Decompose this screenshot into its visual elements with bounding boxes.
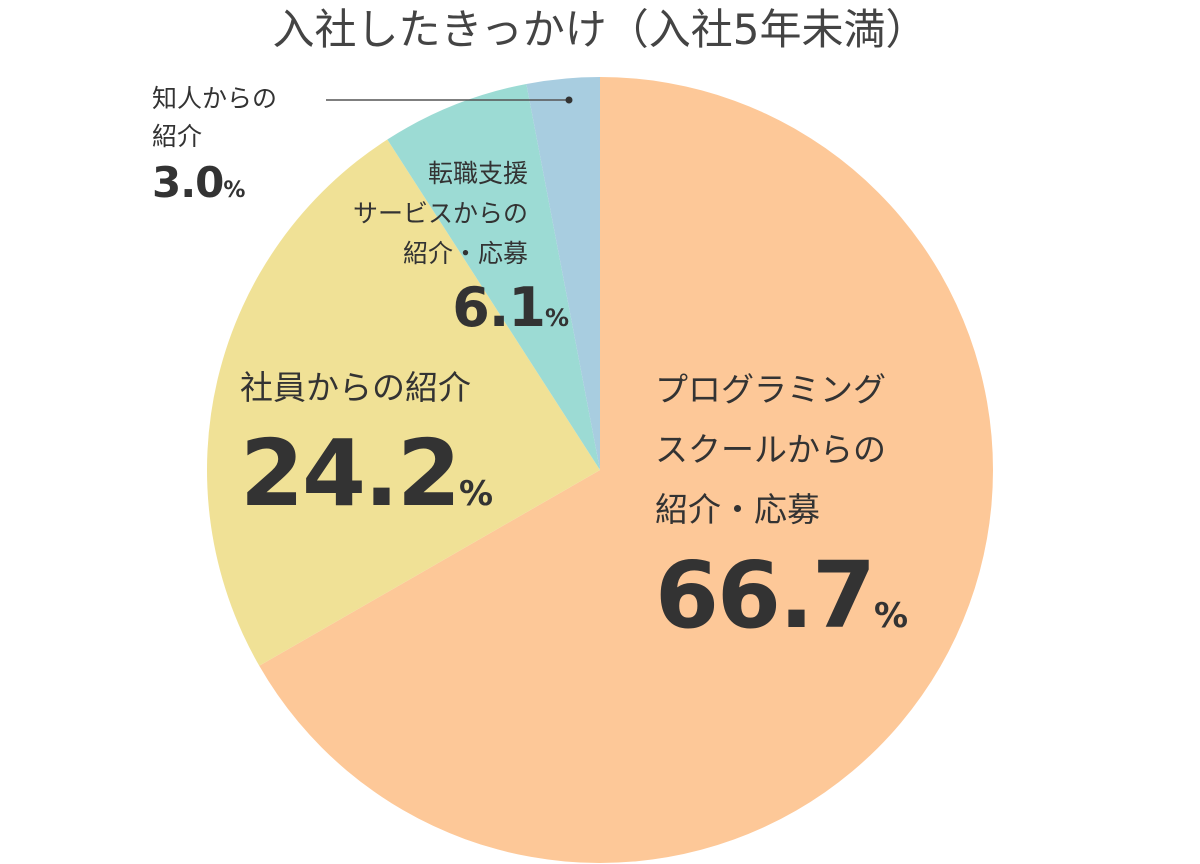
leader-lines: [326, 96, 573, 104]
leader-dot-acquaintance: [565, 96, 573, 104]
slice-name: プログラミング スクールからの 紹介・応募: [655, 370, 886, 529]
pie-slice-programming-school: [259, 77, 993, 863]
pie-slices: [206, 77, 993, 863]
slice-value: 3.0%: [152, 158, 245, 207]
slice-name: 転職支援 サービスからの 紹介・応募: [352, 159, 528, 268]
slice-label-programming-school: プログラミング スクールからの 紹介・応募 66.7%: [655, 360, 975, 672]
chart-title: 入社したきっかけ（入社5年未満）: [272, 5, 928, 54]
slice-value: 6.1%: [452, 276, 569, 339]
slice-name: 知人からの 紹介: [152, 84, 278, 151]
slice-value: 66.7%: [655, 542, 908, 649]
pie-slice-acquaintance: [526, 77, 600, 470]
pie-slice-employee-referral: [206, 139, 600, 666]
slice-label-acquaintance: 知人からの 紹介 3.0%: [152, 80, 352, 218]
slice-label-employee-referral: 社員からの紹介 24.2%: [240, 362, 560, 554]
slice-value: 24.2%: [240, 420, 493, 527]
pie-slice-job-change-support: [387, 83, 600, 470]
slice-name: 社員からの紹介: [240, 368, 471, 407]
slice-label-job-change-support: 転職支援 サービスからの 紹介・応募 6.1%: [250, 154, 569, 352]
